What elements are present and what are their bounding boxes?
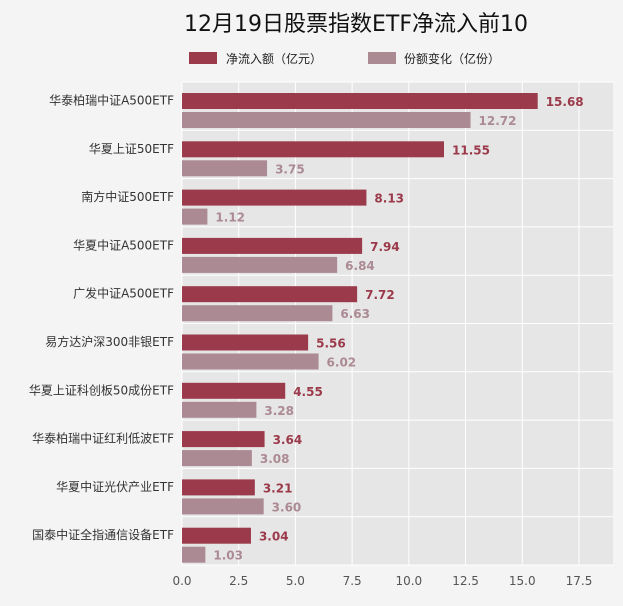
- data-label-net-inflow: 3.64: [273, 433, 303, 447]
- bar-net-inflow: [182, 93, 538, 109]
- bar-share-change: [182, 305, 333, 322]
- x-tick-label: 2.5: [229, 574, 248, 588]
- category-label: 南方中证500ETF: [81, 189, 174, 204]
- data-label-share-change: 3.60: [272, 500, 302, 514]
- category-label: 易方达沪深300非银ETF: [45, 334, 174, 349]
- category-label: 华泰柏瑞中证A500ETF: [49, 93, 174, 108]
- category-label: 国泰中证全指通信设备ETF: [32, 527, 174, 542]
- data-label-net-inflow: 8.13: [374, 192, 404, 206]
- bar-net-inflow: [182, 479, 255, 496]
- data-label-net-inflow: 11.55: [452, 143, 490, 157]
- data-label-share-change: 1.03: [213, 549, 243, 563]
- bar-share-change: [182, 256, 338, 273]
- x-tick-label: 17.5: [566, 574, 593, 588]
- bar-net-inflow: [182, 527, 251, 544]
- chart-title: 12月19日股票指数ETF净流入前10: [184, 12, 528, 37]
- data-label-net-inflow: 5.56: [316, 337, 346, 351]
- data-label-net-inflow: 3.04: [259, 530, 289, 544]
- bar-share-change: [182, 546, 206, 563]
- data-label-share-change: 12.72: [479, 114, 517, 128]
- data-label-share-change: 6.02: [327, 356, 357, 370]
- category-label: 华泰柏瑞中证红利低波ETF: [32, 431, 174, 446]
- data-label-share-change: 6.63: [340, 307, 370, 321]
- x-tick-label: 15.0: [509, 574, 536, 588]
- bar-net-inflow: [182, 189, 367, 206]
- bar-net-inflow: [182, 286, 358, 303]
- category-label: 广发中证A500ETF: [73, 286, 174, 301]
- bar-net-inflow: [182, 237, 363, 254]
- category-label: 华夏上证50ETF: [89, 142, 174, 156]
- grid-layer: [181, 81, 613, 566]
- legend-swatch-share-change: [368, 52, 396, 64]
- data-label-net-inflow: 7.94: [370, 240, 400, 254]
- x-tick-label: 5.0: [286, 574, 305, 588]
- x-tick-label: 10.0: [395, 574, 422, 588]
- bar-net-inflow: [182, 431, 265, 448]
- category-label: 华夏中证A500ETF: [73, 237, 174, 252]
- legend-label-net-inflow: 净流入额（亿元）: [226, 51, 322, 66]
- data-label-net-inflow: 7.72: [365, 288, 395, 302]
- label-layer: 15.68 12.72 11.55 3.75 8.13 1.12 7.94 6.84 7.72 6…: [213, 95, 583, 563]
- data-label-share-change: 3.75: [275, 162, 305, 176]
- bar-share-change: [182, 160, 268, 177]
- data-label-share-change: 6.84: [345, 259, 375, 273]
- data-label-share-change: 3.08: [260, 452, 290, 466]
- bar-share-change: [182, 450, 252, 467]
- x-tick-label: 7.5: [343, 574, 362, 588]
- bar-net-inflow: [182, 141, 445, 158]
- bar-share-change: [182, 112, 471, 128]
- data-label-share-change: 1.12: [215, 211, 245, 225]
- bar-share-change: [182, 401, 257, 418]
- bar-net-inflow: [182, 382, 286, 399]
- category-label: 华夏上证科创板50成份ETF: [29, 383, 174, 397]
- category-label: 华夏中证光伏产业ETF: [56, 479, 174, 494]
- axis-layer: 0.0 2.5 5.0 7.5 10.0 12.5 15.0 17.5 华泰柏瑞中证A500ET…: [29, 93, 592, 589]
- bar-share-change: [182, 353, 319, 370]
- bar-layer: [182, 93, 538, 563]
- x-tick-label: 0.0: [172, 574, 191, 588]
- data-label-net-inflow: 15.68: [546, 95, 584, 109]
- bar-net-inflow: [182, 334, 309, 351]
- data-label-share-change: 3.28: [264, 404, 294, 418]
- data-label-net-inflow: 3.21: [263, 481, 293, 495]
- x-tick-label: 12.5: [452, 574, 479, 588]
- data-label-net-inflow: 4.55: [293, 385, 323, 399]
- legend-swatch-net-inflow: [189, 52, 217, 64]
- bar-share-change: [182, 498, 264, 515]
- bar-share-change: [182, 208, 208, 225]
- legend: 净流入额（亿元） 份额变化（亿份）: [189, 51, 500, 66]
- legend-label-share-change: 份额变化（亿份）: [404, 51, 500, 66]
